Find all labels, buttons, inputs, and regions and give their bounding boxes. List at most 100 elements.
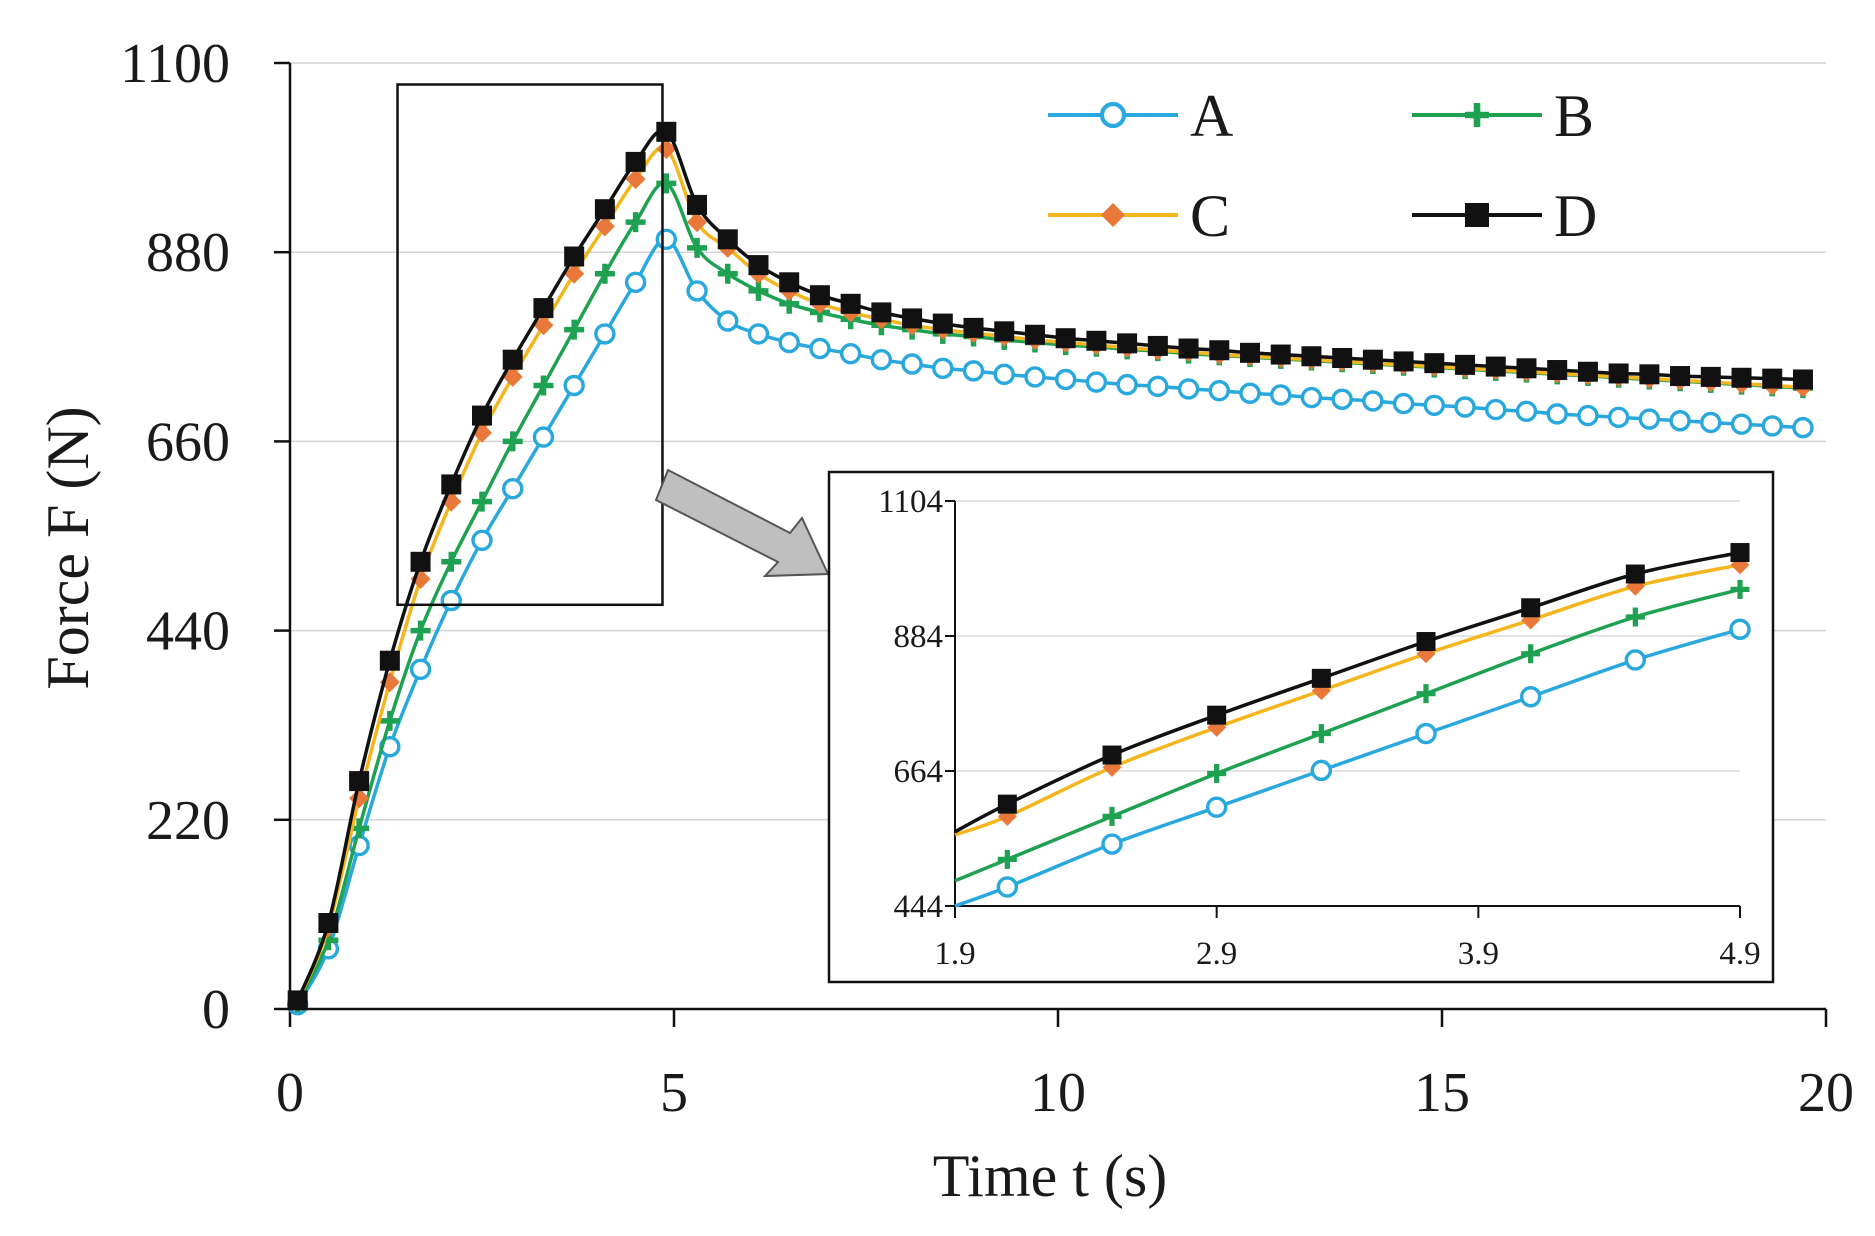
series-a-point xyxy=(655,228,678,251)
legend-label: A xyxy=(1190,83,1233,149)
series-d-point xyxy=(779,272,800,293)
inset-y-tick-label: 884 xyxy=(894,619,944,655)
series-b-point xyxy=(379,710,400,731)
series-c-point xyxy=(533,315,554,336)
inset-series-d-point xyxy=(1311,668,1331,688)
series-a-point xyxy=(1208,379,1230,402)
series-a-point xyxy=(1792,416,1814,439)
series-a-point xyxy=(1730,413,1753,435)
series-d-point xyxy=(1700,366,1721,387)
series-c-point xyxy=(687,212,708,233)
inset-series-d-point xyxy=(1521,598,1541,618)
inset-y-tick-labels: 444 664 884 1104 xyxy=(878,484,943,925)
series-a-point xyxy=(870,348,893,371)
y-axis-title: Force F (N) xyxy=(35,406,101,689)
series-b-point xyxy=(625,212,646,233)
inset-series-a-point xyxy=(1519,686,1542,708)
series-a-point xyxy=(747,323,770,345)
inset-series-d-point xyxy=(997,794,1017,814)
series-a-point xyxy=(1515,400,1538,423)
series-a-point xyxy=(1423,394,1446,416)
inset-series-d-point xyxy=(1102,745,1122,765)
main-y-tick-label: 1100 xyxy=(120,33,230,95)
series-d-point xyxy=(1485,356,1506,377)
inset-x-tick-labels: 1.9 2.9 3.9 4.9 xyxy=(934,936,1760,972)
series-a-point xyxy=(1331,388,1353,410)
inset-series-b-point xyxy=(997,849,1017,869)
series-a-point xyxy=(1239,382,1261,404)
series-a-point xyxy=(809,337,831,360)
inset-series-a-point xyxy=(1205,796,1228,818)
main-y-tick-label: 220 xyxy=(146,790,230,852)
inset-series-a-point xyxy=(996,876,1019,898)
series-a-point xyxy=(901,353,923,375)
main-x-tick-label: 20 xyxy=(1798,1062,1854,1124)
series-b-point xyxy=(472,491,492,512)
main-x-tick-label: 5 xyxy=(660,1062,688,1124)
series-b-point xyxy=(502,431,523,452)
legend-swatch-marker xyxy=(1465,203,1489,227)
legend-entry-a: A xyxy=(1048,83,1233,149)
series-a-point xyxy=(1638,408,1661,430)
series-a-point xyxy=(717,310,739,332)
series-d-point xyxy=(809,285,830,306)
series-a-point xyxy=(778,331,800,354)
series-b-point xyxy=(748,280,769,301)
inset-gridlines xyxy=(955,500,1740,772)
series-d-point xyxy=(1301,346,1322,367)
series-a-point xyxy=(1177,378,1200,400)
inset-x-tick-label: 1.9 xyxy=(934,936,975,972)
x-axis-title: Time t (s) xyxy=(933,1143,1168,1209)
series-a-point xyxy=(1761,415,1783,437)
series-a-point xyxy=(1085,371,1108,393)
series-d-point xyxy=(1608,363,1629,384)
inset-x-tick-label: 2.9 xyxy=(1196,936,1237,972)
inset-series-a-point xyxy=(1729,618,1751,640)
series-d-point xyxy=(871,302,892,323)
series-a-point xyxy=(1024,366,1046,388)
series-d-point xyxy=(1147,335,1168,356)
series-d-point xyxy=(318,913,339,933)
series-c-point xyxy=(564,263,585,284)
series-b-point xyxy=(564,319,585,340)
series-d-point xyxy=(379,650,400,671)
series-a-point xyxy=(471,529,493,552)
series-a-point xyxy=(532,426,555,448)
series-a-point xyxy=(440,589,462,612)
legend-label: B xyxy=(1554,83,1594,149)
inset-series-d xyxy=(954,543,1750,834)
main-y-tick-label: 440 xyxy=(146,601,230,663)
inset-series-b-point xyxy=(1521,644,1541,664)
series-d-point xyxy=(717,229,738,250)
series-a-point xyxy=(1392,392,1415,415)
series-d-point xyxy=(1639,364,1660,385)
series-a-point xyxy=(993,363,1015,386)
series-d-point xyxy=(625,151,646,172)
zoom-region-box xyxy=(396,83,664,607)
inset-series-d-point xyxy=(1207,705,1227,725)
series-a-point xyxy=(839,342,862,365)
main-x-tick-label: 15 xyxy=(1414,1062,1470,1124)
series-d-point xyxy=(472,405,492,426)
series-d-point xyxy=(502,349,523,370)
inset-series-a-point xyxy=(1624,649,1647,671)
series-b-point xyxy=(656,173,677,194)
series-a-point xyxy=(932,357,954,380)
series-b-point xyxy=(533,375,554,396)
inset-series-layer xyxy=(954,543,1751,908)
inset-series-b-point xyxy=(1207,763,1227,783)
series-b-point xyxy=(594,263,615,284)
inset-series-a-point xyxy=(1415,722,1437,745)
series-b-point xyxy=(410,620,431,641)
series-d-point xyxy=(1209,340,1230,361)
series-a-point xyxy=(502,477,524,500)
inset-frame xyxy=(827,470,1775,984)
series-d-point xyxy=(1270,344,1291,365)
series-a-point xyxy=(1270,384,1292,406)
main-y-tick-label: 0 xyxy=(202,979,230,1041)
series-a-point xyxy=(1147,375,1169,398)
inset-x-tick-label: 4.9 xyxy=(1719,936,1760,972)
series-d-point xyxy=(963,317,984,338)
series-d-point xyxy=(932,313,953,334)
series-a-point xyxy=(1454,396,1476,418)
